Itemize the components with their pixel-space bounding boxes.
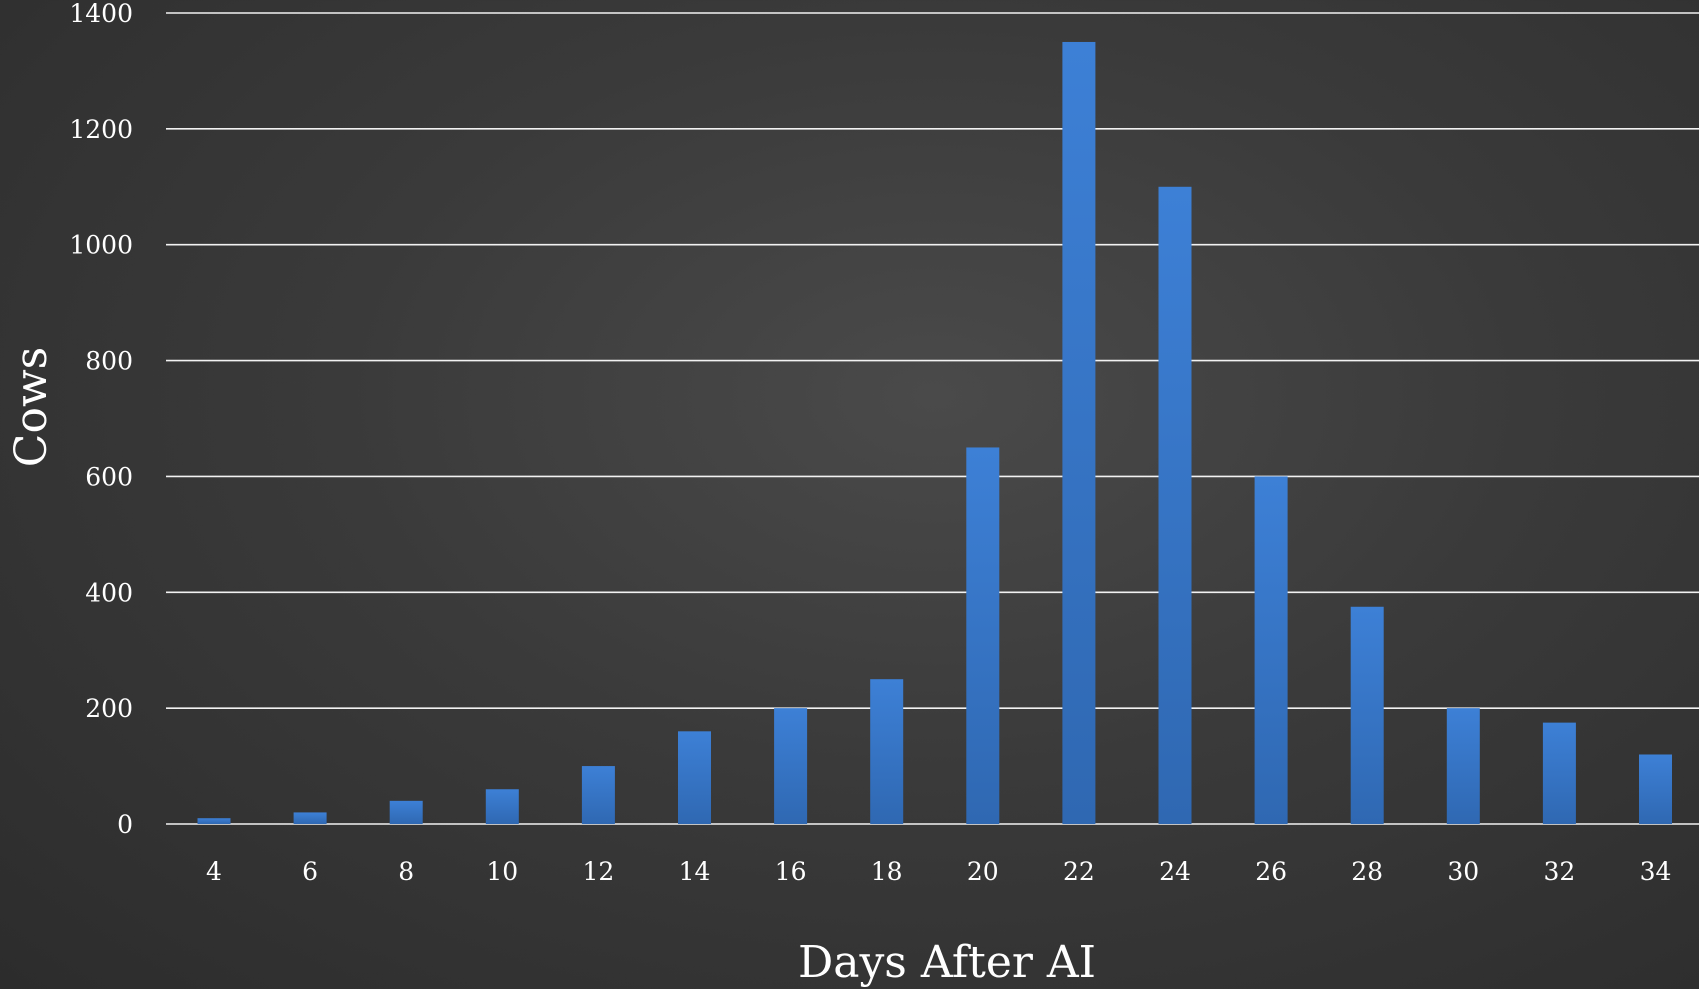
bar-day-34	[1639, 754, 1672, 824]
x-tick-label: 4	[206, 857, 222, 886]
x-tick-label: 34	[1640, 857, 1672, 886]
bars	[197, 41, 1672, 825]
x-tick-label: 14	[679, 857, 711, 886]
bar-day-32	[1542, 722, 1576, 824]
y-tick-label: 0	[117, 810, 133, 839]
y-tick-label: 1200	[69, 115, 133, 144]
x-tick-label: 30	[1447, 857, 1479, 886]
y-axis-title: Cows	[6, 347, 57, 467]
y-tick-label: 400	[85, 578, 133, 607]
bar-day-14	[678, 731, 711, 824]
bar-day-22	[1062, 41, 1096, 824]
bar-day-4	[197, 818, 231, 824]
bar-day-16	[774, 708, 808, 824]
y-tick-label: 600	[85, 462, 133, 491]
bar-day-12	[581, 766, 615, 824]
x-tick-label: 32	[1543, 857, 1575, 886]
bar-day-8	[389, 800, 423, 824]
x-tick-label: 8	[398, 857, 414, 886]
bar-day-24	[1158, 186, 1192, 825]
bar-day-6	[293, 812, 327, 824]
x-tick-label: 12	[582, 857, 614, 886]
y-tick-label: 800	[85, 347, 133, 376]
bar-day-10	[485, 789, 519, 824]
y-tick-label: 1000	[69, 231, 133, 260]
bar-day-30	[1446, 708, 1480, 824]
bar-day-18	[870, 679, 904, 824]
y-axis-ticks: 0 200 400 600 800 1000 1200 1400	[69, 0, 133, 839]
x-axis-title: Days After AI	[798, 937, 1096, 988]
x-tick-label: 16	[775, 857, 807, 886]
x-tick-label: 20	[967, 857, 999, 886]
x-tick-label: 28	[1351, 857, 1383, 886]
bar-day-28	[1350, 606, 1384, 824]
bar-day-20	[966, 447, 1000, 824]
x-axis-ticks: 4 6 8 10 12 14 16 18 20 22 24 26 28 30 32 34	[206, 857, 1671, 886]
x-tick-label: 18	[871, 857, 903, 886]
x-tick-label: 26	[1255, 857, 1287, 886]
x-tick-label: 6	[302, 857, 318, 886]
x-tick-label: 22	[1063, 857, 1095, 886]
x-tick-label: 10	[486, 857, 518, 886]
gridlines	[166, 12, 1699, 825]
y-tick-label: 200	[85, 694, 133, 723]
y-tick-label: 1400	[69, 0, 133, 28]
x-tick-label: 24	[1159, 857, 1191, 886]
bar-day-26	[1254, 476, 1288, 824]
